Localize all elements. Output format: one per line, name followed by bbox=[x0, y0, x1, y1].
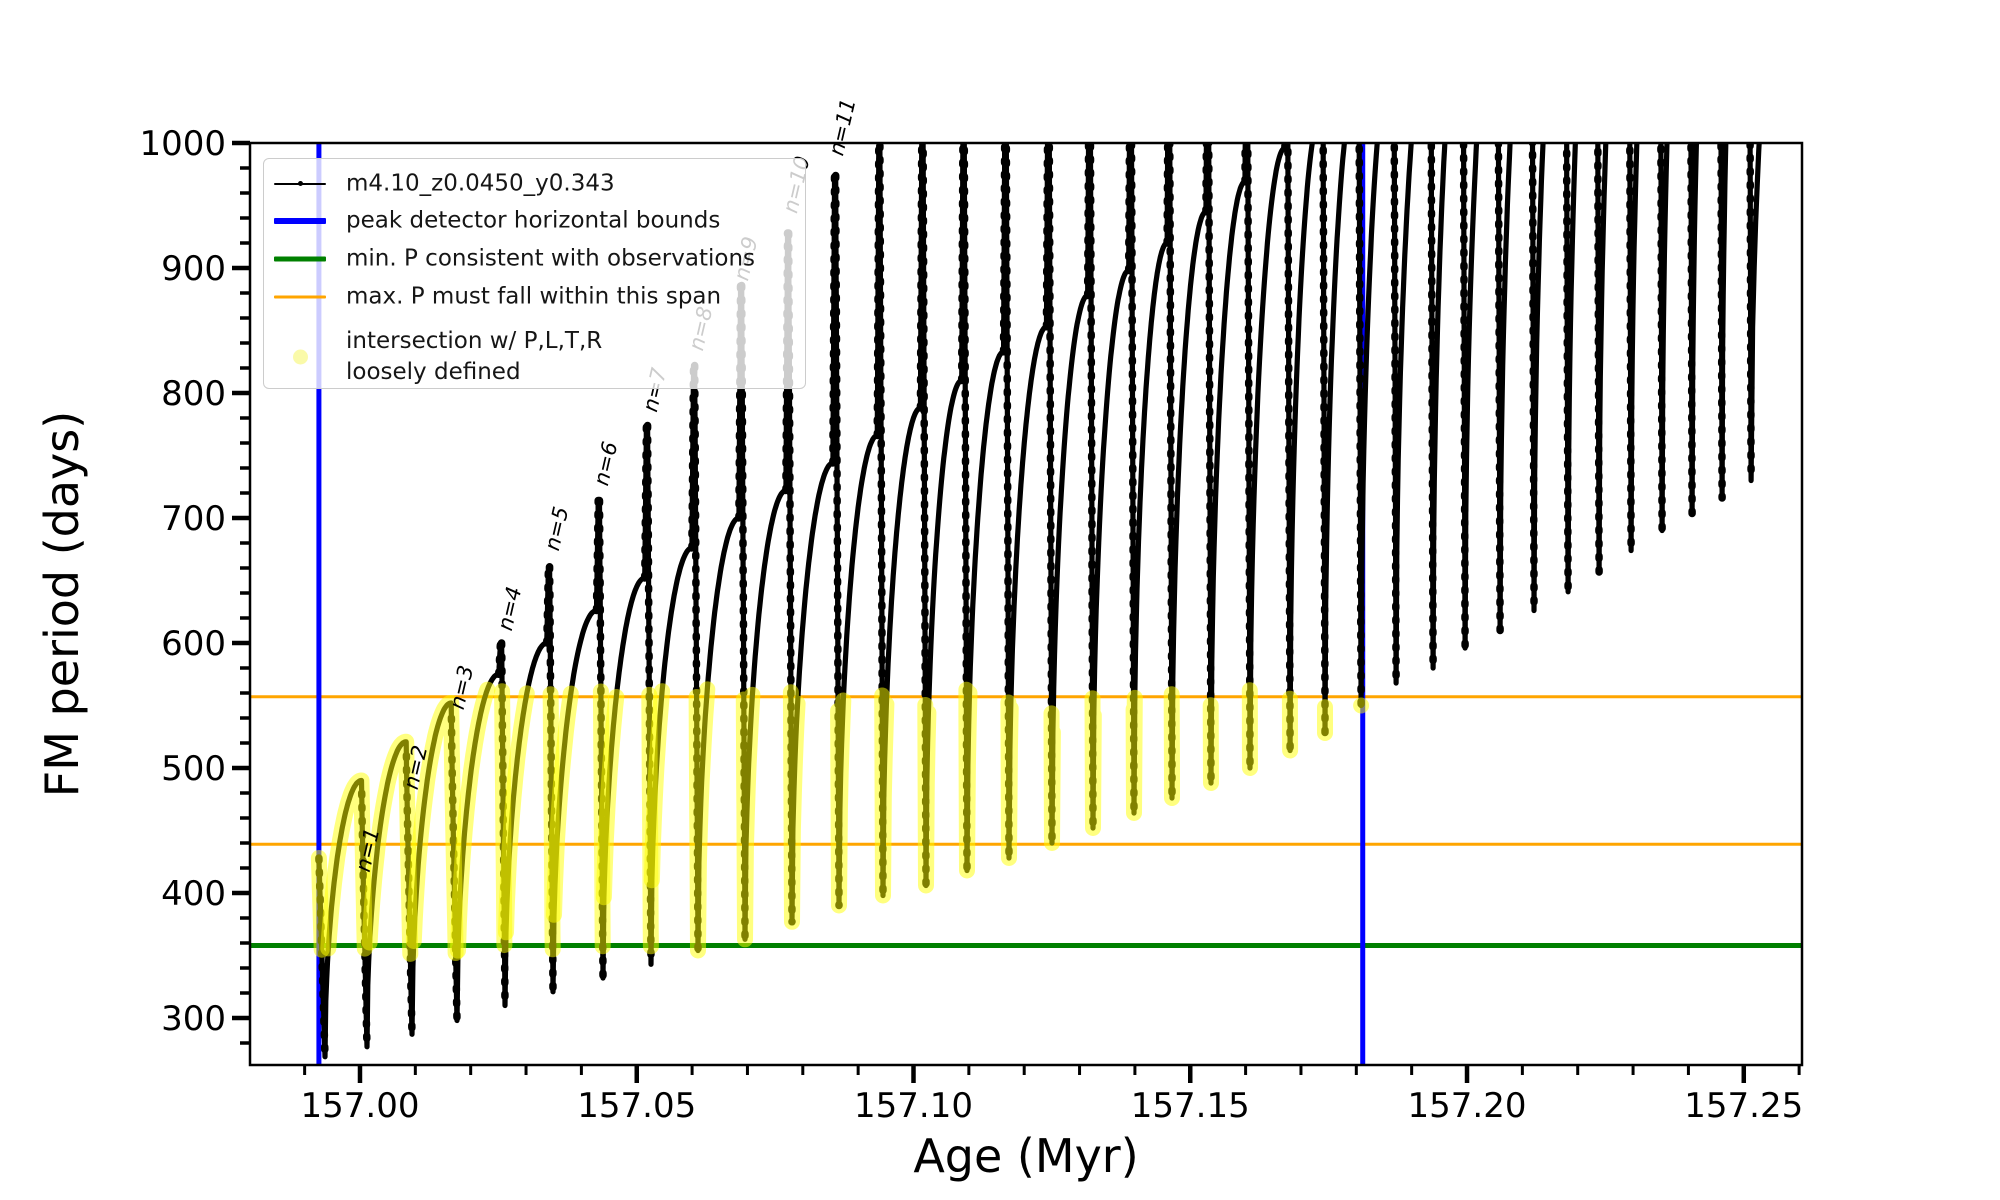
y-tick-label: 500 bbox=[161, 749, 226, 789]
series-curve-markers bbox=[1319, 143, 1329, 737]
series-curve-markers bbox=[1356, 0, 1357, 86]
highlight-overlay bbox=[546, 685, 579, 923]
series-curve-markers bbox=[1281, 143, 1289, 152]
x-tick-label: 157.05 bbox=[577, 1086, 696, 1126]
series-curve-markers bbox=[1428, 0, 1429, 31]
highlight-overlay bbox=[735, 686, 761, 948]
series-curve-markers bbox=[1127, 143, 1138, 817]
x-tick-label: 157.15 bbox=[1131, 1086, 1250, 1126]
legend-intersection-marker-icon bbox=[274, 349, 326, 365]
highlight-overlay bbox=[958, 681, 978, 879]
highlight-overlay bbox=[874, 687, 895, 904]
highlight-overlay bbox=[782, 684, 806, 930]
series-curve-markers bbox=[1594, 143, 1603, 577]
legend-marker-dot-icon bbox=[298, 181, 303, 186]
series-curve-markers bbox=[1657, 143, 1666, 535]
series-curve-markers bbox=[1124, 143, 1134, 275]
legend-item-label: m4.10_z0.0450_y0.343 bbox=[346, 170, 615, 197]
series-curve-markers bbox=[1244, 143, 1254, 772]
legend-line-sample-icon bbox=[274, 295, 326, 299]
annotation-n-6: n=6 bbox=[589, 439, 622, 488]
series-curve-markers bbox=[1746, 143, 1755, 485]
x-axis-label: Age (Myr) bbox=[913, 1129, 1138, 1183]
annotation-n-11: n=11 bbox=[824, 96, 860, 158]
series-curve-markers bbox=[1687, 143, 1696, 519]
x-tick-label: 157.25 bbox=[1684, 1086, 1803, 1126]
axes-layer: 157.00 157.05 157.10 157.15 157.20 157.25 300 4… bbox=[139, 124, 1803, 1126]
x-tick-label: 157.00 bbox=[300, 1086, 419, 1126]
series-curve-markers bbox=[1166, 143, 1176, 802]
legend-line-sample-icon bbox=[274, 181, 326, 186]
highlight-overlay bbox=[1084, 690, 1102, 836]
annotation-n-5: n=5 bbox=[540, 504, 573, 553]
y-tick-label: 900 bbox=[161, 249, 226, 289]
y-tick-label: 300 bbox=[161, 999, 226, 1039]
yellow-circle-icon bbox=[292, 349, 308, 365]
series-curve-markers bbox=[1427, 143, 1437, 672]
series-curve-markers bbox=[1390, 143, 1400, 687]
x-tick-label: 157.20 bbox=[1408, 1086, 1527, 1126]
y-tick-label: 1000 bbox=[139, 124, 226, 164]
series-curve-markers bbox=[1528, 143, 1538, 615]
series-curve-markers bbox=[829, 171, 839, 467]
series-curve-markers bbox=[1626, 143, 1635, 555]
series-curve-markers bbox=[1717, 143, 1726, 502]
highlight-overlay bbox=[643, 683, 671, 889]
highlight-overlay bbox=[450, 681, 496, 959]
series-curve-markers bbox=[1355, 143, 1365, 710]
series-curve-markers bbox=[1494, 143, 1504, 635]
highlight-overlay bbox=[320, 772, 373, 957]
legend-item-label: intersection w/ P,L,T,R loosely defined bbox=[346, 327, 603, 385]
series-curve-markers bbox=[1461, 0, 1462, 6]
series-curve-markers bbox=[1321, 0, 1322, 116]
y-tick-label: 700 bbox=[161, 499, 226, 539]
highlight-overlay bbox=[830, 692, 852, 914]
legend-item-label: max. P must fall within this span bbox=[346, 283, 722, 310]
highlight-overlay bbox=[917, 697, 937, 894]
plot-border bbox=[248, 141, 1804, 1067]
series-curve-markers bbox=[1284, 143, 1294, 755]
legend-line-sample-icon bbox=[274, 218, 326, 224]
legend-line-icon bbox=[274, 256, 326, 262]
annotation-n-3: n=3 bbox=[445, 663, 478, 712]
legend-line-sample-icon bbox=[274, 256, 326, 262]
y-tick-label: 400 bbox=[161, 874, 226, 914]
highlight-overlay bbox=[595, 689, 625, 906]
highlight-overlay bbox=[498, 685, 535, 941]
series-curve-markers bbox=[873, 143, 883, 440]
series-curve-markers bbox=[595, 496, 607, 982]
highlight-overlay bbox=[405, 695, 464, 961]
highlight-overlay bbox=[1043, 705, 1061, 851]
legend-item-label: peak detector horizontal bounds bbox=[346, 207, 721, 234]
legend-line-icon bbox=[274, 218, 326, 224]
x-tick-label: 157.10 bbox=[854, 1086, 973, 1126]
series-curve-markers bbox=[1459, 143, 1469, 652]
legend-line-icon bbox=[274, 295, 326, 299]
highlight-overlay bbox=[688, 681, 716, 959]
highlight-overlay bbox=[1125, 689, 1143, 821]
series-curve-markers bbox=[1204, 143, 1215, 787]
highlight-overlay-layer bbox=[310, 681, 1370, 962]
annotation-n-4: n=4 bbox=[493, 584, 526, 633]
y-tick-label: 800 bbox=[161, 374, 226, 414]
series-curve-markers bbox=[1562, 143, 1572, 596]
y-axis-label: FM period (days) bbox=[35, 411, 89, 797]
series-curve-markers bbox=[1392, 0, 1393, 56]
series-curve-markers bbox=[1163, 143, 1172, 247]
legend-item-label: min. P consistent with observations bbox=[346, 245, 756, 272]
y-tick-label: 600 bbox=[161, 624, 226, 664]
highlight-overlay bbox=[361, 733, 419, 962]
highlight-overlay bbox=[1000, 694, 1019, 866]
